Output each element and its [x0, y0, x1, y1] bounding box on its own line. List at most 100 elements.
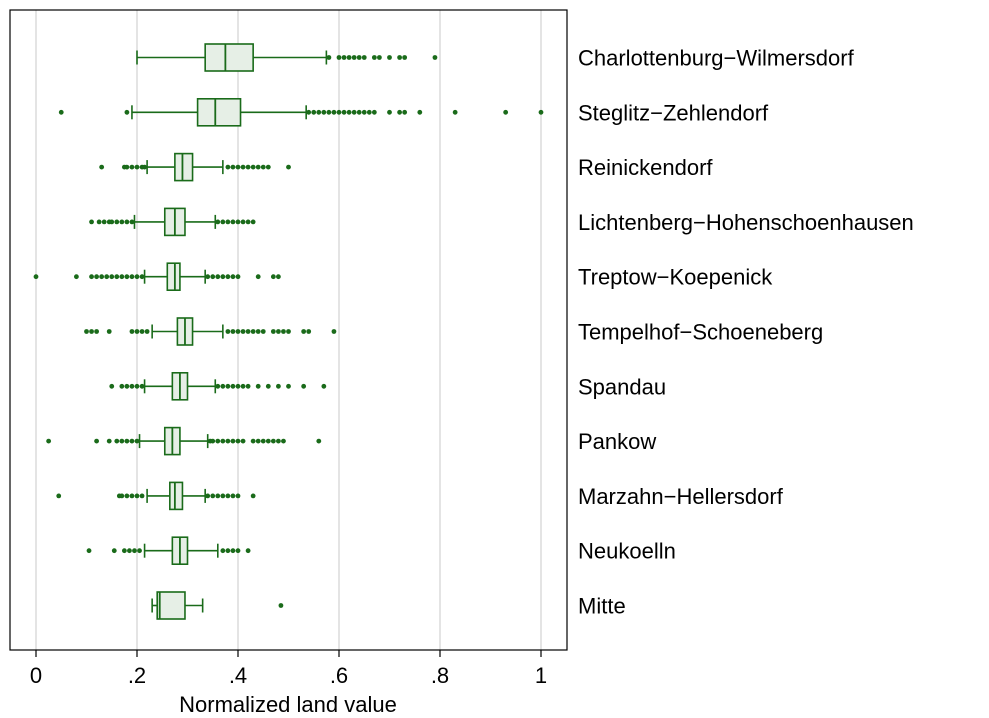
outlier-point-4-7 — [114, 274, 120, 280]
box-group-10 — [151, 591, 284, 620]
outlier-point-1-8 — [336, 109, 342, 115]
outlier-point-9-6 — [220, 548, 226, 554]
outlier-point-0-11 — [402, 55, 408, 60]
plot-frame — [9, 9, 568, 651]
outlier-point-5-19 — [286, 329, 291, 334]
outlier-point-7-6 — [129, 438, 135, 444]
outlier-point-7-21 — [276, 438, 281, 444]
x-axis-title: Normalized land value — [179, 692, 397, 717]
outlier-point-9-8 — [230, 548, 236, 554]
outlier-point-2-15 — [265, 164, 271, 170]
outlier-point-3-7 — [124, 219, 130, 225]
outlier-point-3-1 — [96, 219, 102, 225]
outlier-point-5-6 — [139, 329, 145, 334]
box-0 — [204, 43, 254, 72]
outlier-point-1-6 — [326, 109, 332, 115]
outlier-point-9-3 — [127, 548, 132, 554]
outlier-point-7-12 — [225, 438, 231, 444]
outlier-point-4-12 — [139, 274, 145, 280]
outlier-point-9-9 — [235, 548, 241, 554]
category-label-9: Neukoelln — [578, 539, 676, 564]
outlier-point-8-7 — [205, 493, 211, 499]
box-group-7 — [46, 426, 322, 456]
x-tick-label-1: .2 — [128, 663, 146, 688]
outlier-point-5-21 — [306, 329, 312, 334]
outlier-point-6-8 — [225, 383, 231, 389]
outlier-point-1-17 — [397, 109, 402, 115]
outlier-point-9-0 — [86, 548, 92, 554]
outlier-point-6-1 — [119, 383, 125, 389]
category-label-2: Reinickendorf — [578, 155, 713, 180]
outlier-point-1-10 — [346, 109, 352, 115]
outlier-point-8-4 — [129, 493, 135, 499]
outlier-point-6-13 — [255, 383, 261, 389]
outlier-point-4-17 — [225, 274, 231, 280]
category-label-3: Lichtenberg−Hohenschoenhausen — [578, 210, 914, 235]
box-8 — [169, 481, 184, 511]
outlier-point-9-4 — [132, 548, 137, 554]
outlier-point-2-13 — [255, 164, 261, 170]
outlier-point-3-15 — [245, 219, 251, 225]
outlier-point-4-18 — [230, 274, 236, 280]
outlier-point-6-7 — [220, 383, 226, 389]
outlier-point-1-9 — [341, 109, 347, 115]
boxes — [33, 43, 544, 620]
outlier-point-4-5 — [104, 274, 110, 280]
outlier-point-8-2 — [119, 493, 125, 499]
outlier-point-7-14 — [235, 438, 241, 444]
outlier-point-1-14 — [366, 109, 372, 115]
outlier-point-5-17 — [276, 329, 281, 334]
outlier-point-1-11 — [351, 109, 357, 115]
outlier-point-8-6 — [139, 493, 145, 499]
outlier-point-6-12 — [245, 383, 251, 389]
outlier-point-5-22 — [331, 329, 337, 334]
outlier-point-0-3 — [346, 55, 352, 60]
category-label-8: Marzahn−Hellersdorf — [578, 484, 784, 509]
outlier-point-3-12 — [230, 219, 236, 225]
outlier-point-6-2 — [124, 383, 130, 389]
outlier-point-7-19 — [265, 438, 271, 444]
outlier-point-1-4 — [316, 109, 322, 115]
outlier-point-3-5 — [114, 219, 120, 225]
outlier-point-0-7 — [371, 55, 377, 60]
outlier-point-6-16 — [286, 383, 291, 389]
outlier-point-6-6 — [215, 383, 221, 389]
x-axis: 0 .2 .4 .6 .8 1 — [30, 650, 547, 688]
outlier-point-3-8 — [129, 219, 135, 225]
outlier-point-0-0 — [326, 55, 332, 60]
category-label-7: Pankow — [578, 429, 656, 454]
x-tick-label-4: .8 — [431, 663, 449, 688]
outlier-point-7-20 — [270, 438, 276, 444]
outlier-point-6-18 — [321, 383, 327, 389]
outlier-point-1-0 — [58, 109, 64, 115]
outlier-point-6-14 — [265, 383, 271, 389]
category-label-10: Mitte — [578, 594, 626, 619]
category-label-4: Treptow−Koepenick — [578, 265, 773, 290]
outlier-point-6-9 — [230, 383, 236, 389]
outlier-point-2-3 — [129, 164, 135, 170]
outlier-point-7-18 — [260, 438, 266, 444]
outlier-point-3-10 — [220, 219, 226, 225]
outlier-point-4-0 — [33, 274, 39, 280]
outlier-point-7-11 — [220, 438, 226, 444]
outlier-point-4-4 — [99, 274, 105, 280]
outlier-point-2-11 — [245, 164, 251, 170]
outlier-point-3-16 — [250, 219, 256, 225]
outlier-point-1-12 — [356, 109, 362, 115]
outlier-point-6-17 — [301, 383, 307, 389]
outlier-point-5-7 — [144, 329, 150, 334]
outlier-point-8-3 — [124, 493, 130, 499]
x-tick-label-3: .6 — [330, 663, 348, 688]
outlier-point-7-9 — [210, 438, 216, 444]
outlier-point-7-10 — [215, 438, 221, 444]
box-2 — [174, 152, 194, 182]
outlier-point-2-12 — [250, 164, 256, 170]
outlier-point-2-6 — [142, 164, 147, 170]
x-tick-label-0: 0 — [30, 663, 42, 688]
outlier-point-1-18 — [402, 109, 408, 115]
outlier-point-8-0 — [56, 493, 62, 499]
outlier-point-7-23 — [316, 438, 322, 444]
outlier-point-5-20 — [301, 329, 307, 334]
outlier-point-8-9 — [215, 493, 221, 499]
